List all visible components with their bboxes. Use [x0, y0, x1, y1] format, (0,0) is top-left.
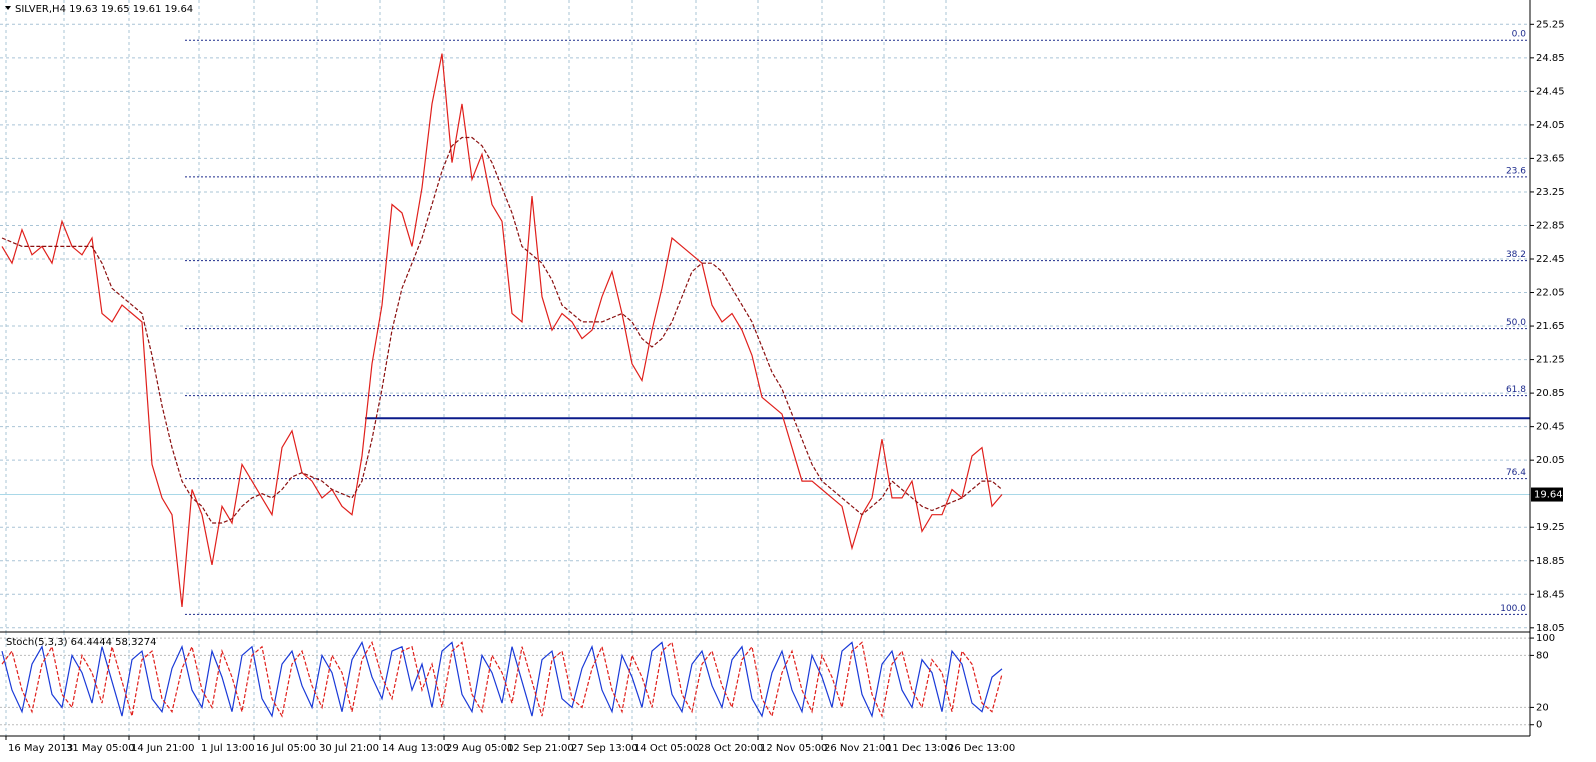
y-tick-label: 24.05 [1536, 120, 1565, 131]
x-tick-label: 29 Aug 05:00 [446, 743, 513, 754]
menu-arrow[interactable] [5, 6, 11, 10]
indicator-title: Stoch(5,3,3) 64.4444 58.3274 [6, 637, 157, 648]
y-tick-label: 25.25 [1536, 19, 1565, 30]
y-tick-label: 22.05 [1536, 288, 1565, 299]
y-tick-label: 18.85 [1536, 556, 1565, 567]
x-tick-label: 27 Sep 13:00 [571, 743, 638, 754]
y-tick-label: 21.25 [1536, 355, 1565, 366]
y-tick-label: 22.85 [1536, 220, 1565, 231]
y-tick-label: 20 [1536, 702, 1549, 713]
x-tick-label: 14 Jun 21:00 [131, 743, 195, 754]
x-tick-label: 31 May 05:00 [66, 743, 135, 754]
fib-label: 100.0 [1500, 604, 1526, 614]
x-tick-label: 28 Oct 20:00 [698, 743, 763, 754]
y-tick-label: 24.85 [1536, 53, 1565, 64]
y-tick-label: 80 [1536, 650, 1549, 661]
x-tick-label: 1 Jul 13:00 [201, 743, 255, 754]
y-tick-label: 18.45 [1536, 589, 1565, 600]
y-tick-label: 20.85 [1536, 388, 1565, 399]
y-tick-label: 19.25 [1536, 522, 1565, 533]
x-tick-label: 12 Nov 05:00 [760, 743, 827, 754]
price-box [1531, 487, 1563, 502]
y-tick-label: 24.45 [1536, 86, 1565, 97]
fib-label: 50.0 [1506, 318, 1526, 328]
series-line [1, 640, 1003, 719]
y-tick-label: 22.45 [1536, 254, 1565, 265]
y-tick-label: 20.45 [1536, 422, 1565, 433]
y-tick-label: 100 [1536, 633, 1555, 644]
fib-label: 0.0 [1512, 30, 1527, 40]
fib-label: 61.8 [1506, 385, 1526, 395]
y-tick-label: 23.65 [1536, 153, 1565, 164]
y-tick-label: 23.25 [1536, 187, 1565, 198]
x-tick-label: 14 Aug 13:00 [382, 743, 449, 754]
x-tick-label: 14 Oct 05:00 [634, 743, 699, 754]
x-tick-label: 16 Jul 05:00 [256, 743, 316, 754]
series-line [1, 53, 1003, 607]
y-tick-label: 18.05 [1536, 623, 1565, 634]
x-tick-label: 26 Nov 21:00 [824, 743, 891, 754]
fib-label: 23.6 [1506, 166, 1526, 176]
y-tick-label: 0 [1536, 720, 1542, 731]
chart-title: SILVER,H4 19.63 19.65 19.61 19.64 [15, 4, 193, 15]
y-tick-label: 21.65 [1536, 321, 1565, 332]
fib-label: 76.4 [1506, 468, 1526, 478]
price-label: 19.64 [1534, 490, 1563, 501]
x-tick-label: 16 May 2013 [8, 743, 73, 754]
series-line [1, 136, 1003, 524]
x-tick-label: 12 Sep 21:00 [507, 743, 574, 754]
x-tick-label: 26 Dec 13:00 [948, 743, 1015, 754]
y-tick-label: 20.05 [1536, 455, 1565, 466]
x-tick-label: 30 Jul 21:00 [319, 743, 379, 754]
x-tick-label: 11 Dec 13:00 [886, 743, 953, 754]
fib-label: 38.2 [1506, 250, 1526, 260]
